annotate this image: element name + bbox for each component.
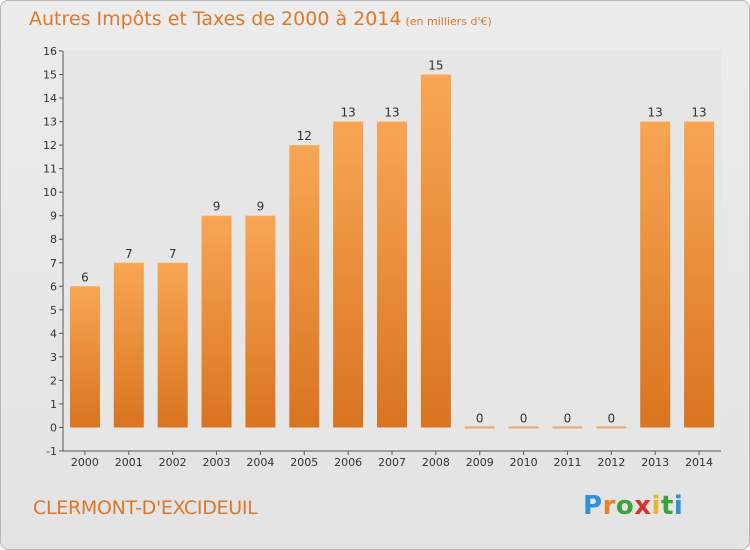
- y-tick-label: 8: [50, 233, 57, 246]
- commune-name: CLERMONT-D'EXCIDEUIL: [33, 497, 258, 519]
- x-tick-label: 2003: [203, 456, 231, 469]
- data-label: 15: [428, 59, 443, 73]
- title-text: Autres Impôts et Taxes de 2000 à 2014: [29, 8, 402, 30]
- x-tick-label: 2002: [159, 456, 187, 469]
- bar: [377, 121, 407, 428]
- bar: [201, 215, 232, 428]
- bar: [245, 215, 276, 428]
- proxiti-logo: Proxiti: [583, 491, 683, 521]
- data-label: 13: [340, 106, 355, 120]
- logo-letter: t: [660, 491, 674, 521]
- logo-letter: x: [634, 491, 652, 521]
- data-label: 13: [691, 106, 706, 120]
- x-tick-label: 2004: [246, 456, 274, 469]
- data-label: 0: [476, 411, 484, 425]
- y-tick-label: 11: [43, 163, 57, 176]
- bar: [640, 121, 671, 428]
- bar: [596, 426, 627, 429]
- y-tick-label: 6: [50, 280, 57, 293]
- x-tick-label: 2001: [115, 456, 143, 469]
- bar: [289, 145, 320, 428]
- logo-letter: i: [673, 491, 684, 521]
- bar: [420, 74, 451, 428]
- logo-letter: r: [602, 491, 616, 521]
- data-label: 0: [608, 411, 616, 425]
- x-tick-label: 2005: [290, 456, 318, 469]
- bar: [333, 121, 364, 428]
- data-label: 12: [297, 129, 312, 143]
- y-tick-label: 10: [43, 186, 57, 199]
- x-tick-label: 2012: [597, 456, 625, 469]
- y-tick-label: 1: [50, 398, 57, 411]
- data-label: 9: [257, 200, 265, 214]
- data-label: 13: [648, 106, 663, 120]
- x-tick-label: 2013: [641, 456, 669, 469]
- logo-letter: o: [615, 491, 635, 521]
- y-tick-label: 5: [50, 304, 57, 317]
- data-label: 13: [384, 106, 399, 120]
- data-label: 9: [213, 200, 221, 214]
- y-tick-label: 15: [43, 69, 57, 82]
- y-tick-label: 9: [50, 210, 57, 223]
- data-label: 7: [169, 247, 177, 261]
- bar: [113, 262, 144, 428]
- logo-letter: i: [651, 491, 661, 521]
- title-unit: (en milliers d'€): [405, 15, 492, 28]
- bar: [552, 426, 583, 429]
- y-tick-label: 2: [50, 374, 57, 387]
- bar: [157, 262, 188, 428]
- x-tick-label: 2000: [71, 456, 99, 469]
- y-tick-label: -1: [46, 445, 57, 458]
- data-label: 7: [125, 247, 133, 261]
- x-tick-label: 2007: [378, 456, 406, 469]
- y-tick-label: 7: [50, 257, 57, 270]
- x-tick-label: 2009: [466, 456, 494, 469]
- x-tick-label: 2010: [510, 456, 538, 469]
- x-tick-label: 2014: [685, 456, 713, 469]
- chart-title: Autres Impôts et Taxes de 2000 à 2014 (en…: [29, 8, 492, 30]
- x-tick-label: 2006: [334, 456, 362, 469]
- y-tick-label: 4: [50, 327, 57, 340]
- y-tick-label: 14: [43, 92, 57, 105]
- x-tick-label: 2011: [553, 456, 581, 469]
- y-tick-label: 13: [43, 116, 57, 129]
- bar: [684, 121, 715, 428]
- logo-letter: P: [583, 491, 603, 521]
- x-tick-label: 2008: [422, 456, 450, 469]
- bar: [508, 426, 539, 429]
- data-label: 0: [564, 411, 572, 425]
- y-tick-label: 16: [43, 45, 57, 58]
- data-label: 6: [81, 270, 89, 284]
- bar: [464, 426, 495, 429]
- y-tick-label: 12: [43, 139, 57, 152]
- data-label: 0: [520, 411, 528, 425]
- y-tick-label: 0: [50, 421, 57, 434]
- y-tick-label: 3: [50, 351, 57, 364]
- bar: [69, 286, 100, 428]
